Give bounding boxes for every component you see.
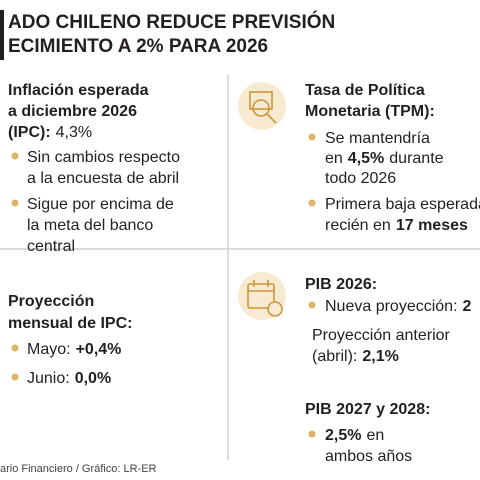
title: ECIMIENTO A 2% PARA 2026 [8,36,268,57]
text: en 4,5% durante [325,150,444,167]
text: todo 2026 [325,170,396,187]
value: 2,1% [362,348,398,365]
bullet [11,344,19,352]
bullet [11,199,19,207]
label: Nueva proyección: [325,298,458,315]
heading: (IPC): [8,124,51,141]
text: Mayo: +0,4% [27,341,121,358]
value: 17 meses [396,217,468,234]
label: (abril): [312,348,357,365]
value: 2,5% [325,427,361,444]
heading: PIB 2027 y 2028: [305,401,430,418]
footer: ario Financiero / Gráfico: LR-ER [0,463,157,475]
text: Primera baja esperada [325,196,480,213]
label: Mayo: [27,341,71,358]
heading: Inflación esperada [8,82,149,99]
text: Nueva proyección: 2 [325,298,472,315]
icon [238,82,286,130]
text: Se mantendría [325,130,430,147]
text: Sin cambios respecto [27,149,180,166]
heading: Proyección [8,293,94,310]
bullet [308,199,316,207]
heading: mensual de IPC: [8,315,132,332]
text: Junio: 0,0% [27,370,111,387]
text: ambos años [325,448,412,465]
icon [238,272,286,320]
heading: Tasa de Política [305,82,425,99]
text: recién en 17 meses [325,217,468,234]
bullet [308,301,316,309]
heading: PIB 2026: [305,276,377,293]
text: 2,5% en [325,427,384,444]
text: Sigue por encima de [27,196,174,213]
title-bar [0,10,4,60]
value: 2 [463,298,472,315]
value: 0,0% [75,370,111,387]
text: (abril): 2,1% [312,348,399,365]
text: a la encuesta de abril [27,170,179,187]
bullet [11,152,19,160]
bullet [11,373,19,381]
text: en [325,150,343,167]
bullet [308,133,316,141]
heading: Monetaria (TPM): [305,103,435,120]
text: en [366,427,384,444]
value: 4,3% [56,124,92,141]
value: 4,5% [348,150,384,167]
text: la meta del banco [27,217,153,234]
text: Proyección anterior [312,327,451,344]
heading: (IPC): 4,3% [8,124,92,141]
label: Junio: [27,370,70,387]
value: +0,4% [76,341,122,358]
title: ADO CHILENO REDUCE PREVISIÓN [8,11,335,33]
text: recién en [325,217,391,234]
heading: a diciembre 2026 [8,103,137,120]
bullet [308,430,316,438]
text: durante [389,150,443,167]
text: central [27,238,75,255]
